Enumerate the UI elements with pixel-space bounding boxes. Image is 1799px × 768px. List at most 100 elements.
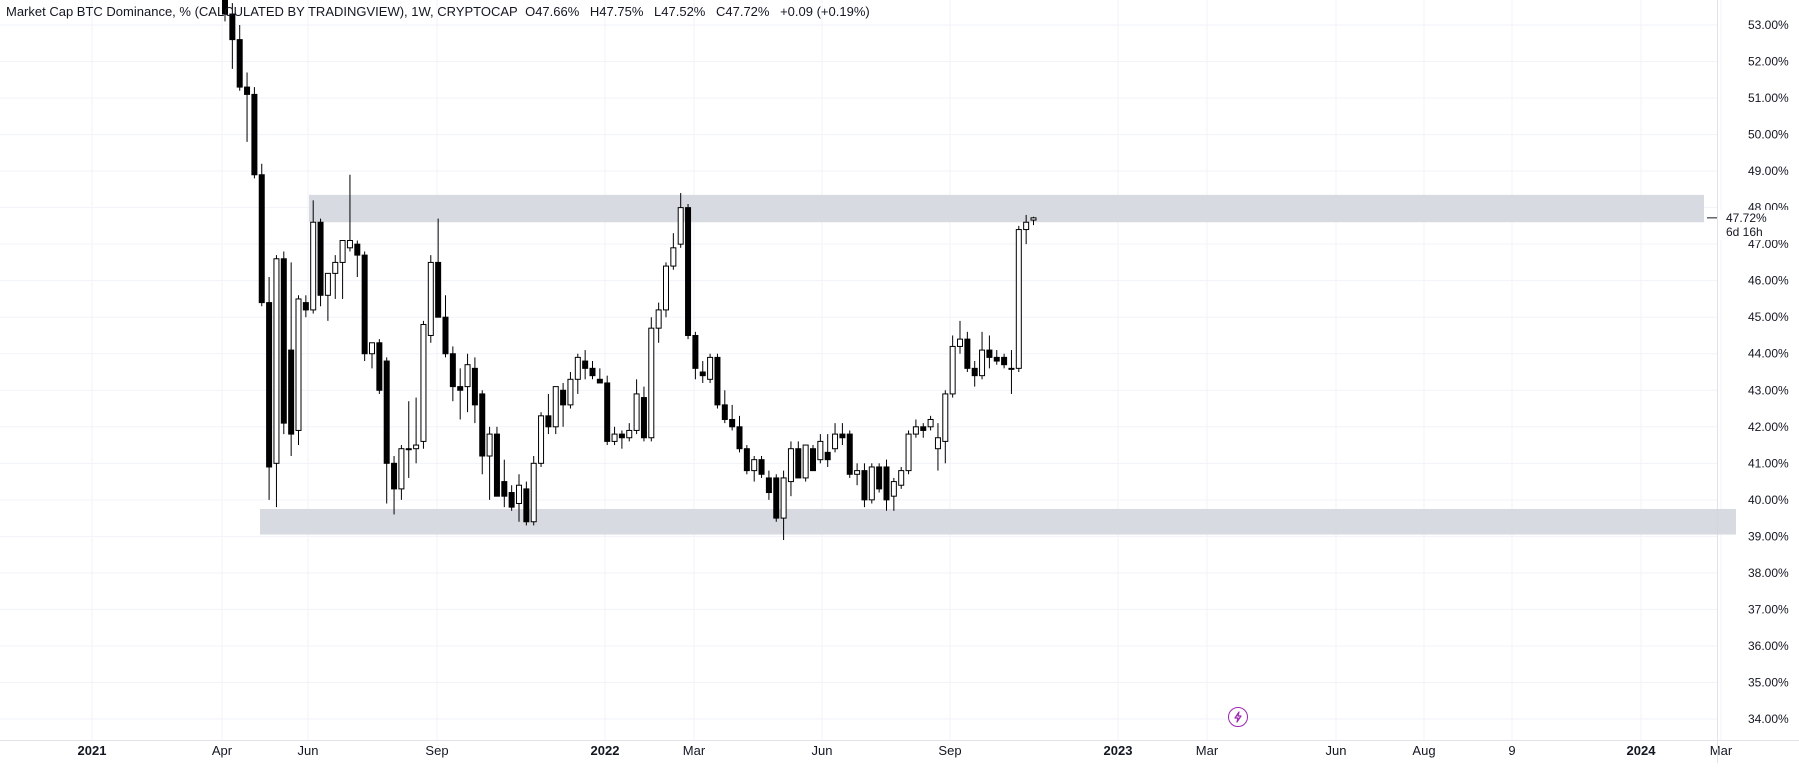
- y-tick-label: 47.00%: [1748, 237, 1789, 251]
- candle-body: [934, 437, 941, 450]
- candle-body: [692, 334, 699, 369]
- candle-body: [927, 418, 934, 428]
- x-tick-label: Sep: [938, 743, 961, 758]
- candle-body: [920, 426, 927, 431]
- candle-body: [501, 481, 508, 497]
- y-tick-label: 36.00%: [1748, 639, 1789, 653]
- x-tick-label: Mar: [1196, 743, 1219, 758]
- candle-body: [302, 302, 309, 311]
- y-tick-label: 34.00%: [1748, 712, 1789, 726]
- candle-body: [229, 13, 236, 41]
- candle-body: [1030, 217, 1037, 221]
- candle-body: [508, 492, 515, 508]
- range-zone: [260, 508, 1736, 535]
- candle-body: [648, 327, 655, 439]
- y-tick-label: 45.00%: [1748, 310, 1789, 324]
- candle-body: [626, 429, 633, 439]
- range-zone: [309, 194, 1704, 223]
- candle-body: [346, 240, 353, 249]
- x-tick-label: Mar: [1710, 743, 1733, 758]
- y-tick-label: 51.00%: [1748, 91, 1789, 105]
- candle-body: [1001, 356, 1008, 366]
- candle-body: [493, 433, 500, 497]
- candle-body: [1023, 221, 1030, 231]
- bar-countdown-label: 6d 16h: [1718, 225, 1799, 240]
- candle-body: [787, 448, 794, 483]
- candle-body: [582, 360, 589, 369]
- y-tick-label: 39.00%: [1748, 529, 1789, 543]
- candle-body: [743, 448, 750, 472]
- candle-body: [479, 393, 486, 457]
- candle-body: [876, 466, 883, 490]
- candle-body: [832, 433, 839, 450]
- candle-body: [391, 462, 398, 490]
- candle-body: [288, 349, 295, 435]
- candle-body: [861, 470, 868, 501]
- candle-body: [942, 393, 949, 442]
- lightning-glyph: [1234, 711, 1242, 723]
- candle-body: [545, 415, 552, 428]
- candle-body: [905, 433, 912, 472]
- candle-body: [685, 207, 692, 336]
- x-tick-label: Mar: [683, 743, 706, 758]
- candle-body: [471, 367, 478, 406]
- candle-body: [817, 440, 824, 461]
- candle-body: [979, 349, 986, 377]
- candle-body: [604, 382, 611, 442]
- candle-body: [964, 338, 971, 369]
- candle-body: [442, 316, 449, 355]
- x-tick-label: 2021: [78, 743, 107, 758]
- candle-body: [986, 349, 993, 358]
- candle-body: [295, 298, 302, 431]
- candle-body: [611, 433, 618, 442]
- candle-body: [413, 444, 420, 450]
- x-tick-label: 2022: [591, 743, 620, 758]
- candle-body: [707, 356, 714, 380]
- y-tick-label: 53.00%: [1748, 18, 1789, 32]
- y-tick-label: 42.00%: [1748, 420, 1789, 434]
- candle-body: [670, 247, 677, 267]
- candle-body: [758, 459, 765, 475]
- candle-body: [273, 258, 280, 464]
- candle-body: [810, 448, 816, 472]
- lightning-icon[interactable]: [1228, 707, 1248, 727]
- candle-body: [523, 488, 530, 523]
- candle-body: [464, 364, 471, 388]
- x-tick-label: Aug: [1412, 743, 1435, 758]
- candle-body: [912, 426, 919, 435]
- candle-body: [560, 389, 567, 406]
- candle-body: [383, 360, 390, 464]
- x-tick-label: Jun: [298, 743, 319, 758]
- candle-body: [405, 448, 412, 451]
- candle-body: [699, 371, 706, 377]
- last-price-label: 47.72%: [1718, 210, 1799, 226]
- candle-body: [802, 444, 809, 479]
- candle-body: [721, 404, 728, 420]
- y-tick-label: 49.00%: [1748, 164, 1789, 178]
- candle-body: [949, 345, 956, 395]
- candle-body: [736, 426, 743, 450]
- y-tick-label: 38.00%: [1748, 566, 1789, 580]
- legend-low: L47.52%: [654, 4, 706, 19]
- candle-body: [993, 356, 1000, 362]
- legend-close: C47.72%: [715, 4, 770, 19]
- y-tick-label: 40.00%: [1748, 493, 1789, 507]
- x-tick-label: Jun: [812, 743, 833, 758]
- candle-body: [589, 367, 596, 377]
- candle-body: [640, 397, 647, 439]
- x-tick-label: 2024: [1627, 743, 1657, 758]
- candle-body: [663, 265, 669, 311]
- x-tick-label: 9: [1508, 743, 1515, 758]
- y-tick-label: 43.00%: [1748, 383, 1789, 397]
- candle-body: [530, 462, 537, 523]
- legend-change: +0.09 (+0.19%): [780, 4, 870, 19]
- candle-body: [449, 353, 456, 388]
- candle-body: [890, 481, 897, 497]
- candle-body: [420, 324, 427, 442]
- candle-body: [222, 0, 228, 15]
- x-tick-label: 2023: [1104, 743, 1133, 758]
- candle-body: [258, 174, 265, 304]
- candle-body: [354, 243, 361, 256]
